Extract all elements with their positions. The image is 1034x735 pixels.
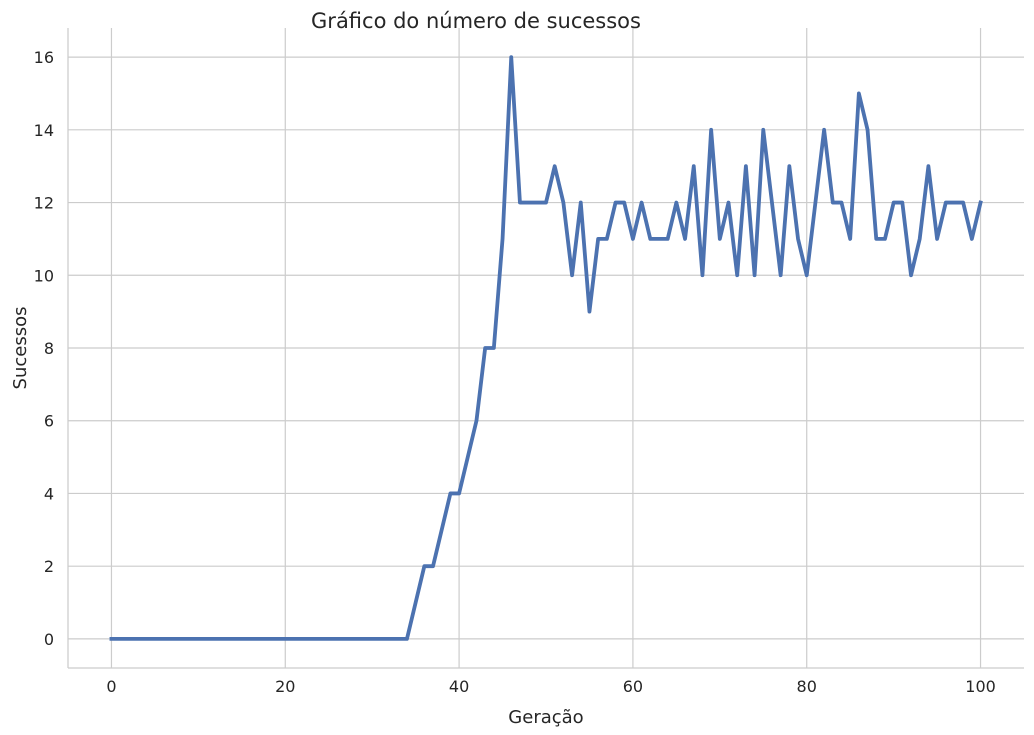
y-tick-label: 2 bbox=[44, 557, 54, 576]
y-tick-label: 10 bbox=[34, 266, 54, 285]
x-tick-label: 20 bbox=[275, 677, 295, 696]
x-tick-label: 40 bbox=[449, 677, 469, 696]
x-tick-label: 0 bbox=[106, 677, 116, 696]
y-axis-title: Sucessos bbox=[10, 307, 31, 390]
y-tick-label: 14 bbox=[34, 121, 54, 140]
y-tick-label: 16 bbox=[34, 48, 54, 67]
x-axis-title: Geração bbox=[508, 707, 583, 728]
series-layer bbox=[109, 55, 983, 641]
y-tick-label: 6 bbox=[44, 412, 54, 431]
y-tick-label: 0 bbox=[44, 630, 54, 649]
y-tick-label: 12 bbox=[34, 194, 54, 213]
chart-title: Gráfico do número de sucessos bbox=[311, 9, 641, 33]
y-tick-label: 8 bbox=[44, 339, 54, 358]
axes-spines bbox=[67, 28, 1024, 669]
y-tick-label: 4 bbox=[44, 484, 54, 503]
x-tick-label: 80 bbox=[797, 677, 817, 696]
x-tick-labels: 0 20 40 60 80 100 bbox=[106, 677, 995, 696]
x-tick-label: 60 bbox=[623, 677, 643, 696]
y-tick-labels: 0 2 4 6 8 10 12 14 16 bbox=[34, 48, 54, 649]
grid bbox=[68, 28, 1024, 668]
series-line bbox=[109, 55, 983, 641]
x-tick-label: 100 bbox=[965, 677, 996, 696]
